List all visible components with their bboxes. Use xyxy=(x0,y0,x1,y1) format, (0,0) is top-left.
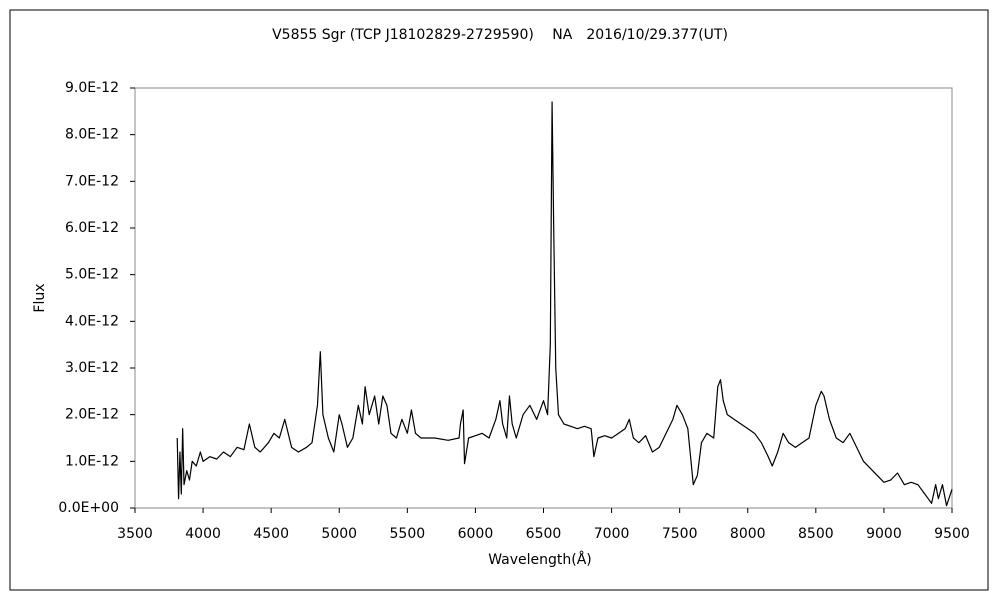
chart-title: V5855 Sgr (TCP J18102829-2729590) NA 201… xyxy=(272,27,728,43)
y-tick-label: 2.0E-12 xyxy=(65,407,119,423)
x-axis-label: Wavelength(Å) xyxy=(488,551,592,568)
y-axis-label: Flux xyxy=(32,283,48,312)
x-tick-label: 7500 xyxy=(662,526,698,542)
x-tick-label: 4000 xyxy=(185,526,221,542)
y-tick-label: 0.0E+00 xyxy=(58,500,119,516)
chart-frame xyxy=(9,9,989,591)
x-tick-label: 9000 xyxy=(866,526,902,542)
y-tick-label: 9.0E-12 xyxy=(65,80,119,96)
x-tick-label: 4500 xyxy=(253,526,289,542)
y-tick-label: 5.0E-12 xyxy=(65,267,119,283)
y-tick-label: 1.0E-12 xyxy=(65,453,119,469)
x-tick-label: 5000 xyxy=(321,526,357,542)
y-tick-label: 3.0E-12 xyxy=(65,360,119,376)
x-tick-label: 6000 xyxy=(458,526,494,542)
x-tick-label: 7000 xyxy=(594,526,630,542)
y-tick-label: 7.0E-12 xyxy=(65,173,119,189)
spectrum-line xyxy=(176,101,953,507)
x-tick-label: 3500 xyxy=(117,526,153,542)
x-tick-label: 8500 xyxy=(798,526,834,542)
y-tick-label: 6.0E-12 xyxy=(65,220,119,236)
x-tick-label: 9500 xyxy=(934,526,970,542)
y-tick-label: 4.0E-12 xyxy=(65,313,119,329)
x-tick-label: 6500 xyxy=(526,526,562,542)
x-tick-label: 8000 xyxy=(730,526,766,542)
x-tick-label: 5500 xyxy=(390,526,426,542)
y-tick-label: 8.0E-12 xyxy=(65,127,119,143)
